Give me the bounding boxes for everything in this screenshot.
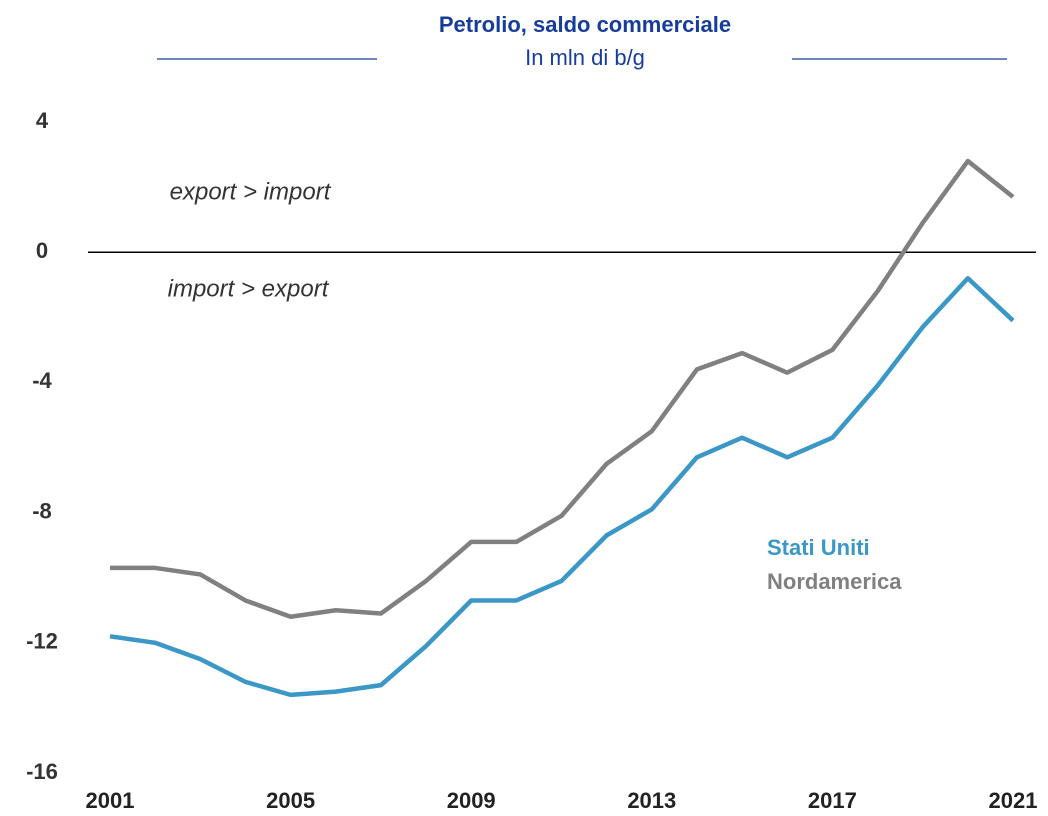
y-tick-label: -12 [26,629,58,654]
y-tick-label: -8 [32,498,52,523]
y-tick-label: -4 [32,368,52,393]
x-tick-label: 2017 [808,788,857,813]
x-tick-label: 2001 [86,788,135,813]
x-tick-label: 2005 [266,788,315,813]
y-tick-label: 4 [36,108,49,133]
x-tick-label: 2021 [989,788,1038,813]
y-tick-label: 0 [36,238,48,263]
series-line [110,158,1015,620]
chart-subtitle: In mln di b/g [525,45,645,70]
annotation: import > export [168,275,330,302]
x-tick-label: 2013 [627,788,676,813]
legend-label: Nordamerica [767,569,902,594]
x-tick-label: 2009 [447,788,496,813]
chart-title: Petrolio, saldo commerciale [439,12,731,37]
annotation: export > import [170,178,332,205]
y-tick-label: -16 [26,759,58,784]
legend-label: Stati Uniti [767,535,870,560]
series-line [109,275,1015,698]
